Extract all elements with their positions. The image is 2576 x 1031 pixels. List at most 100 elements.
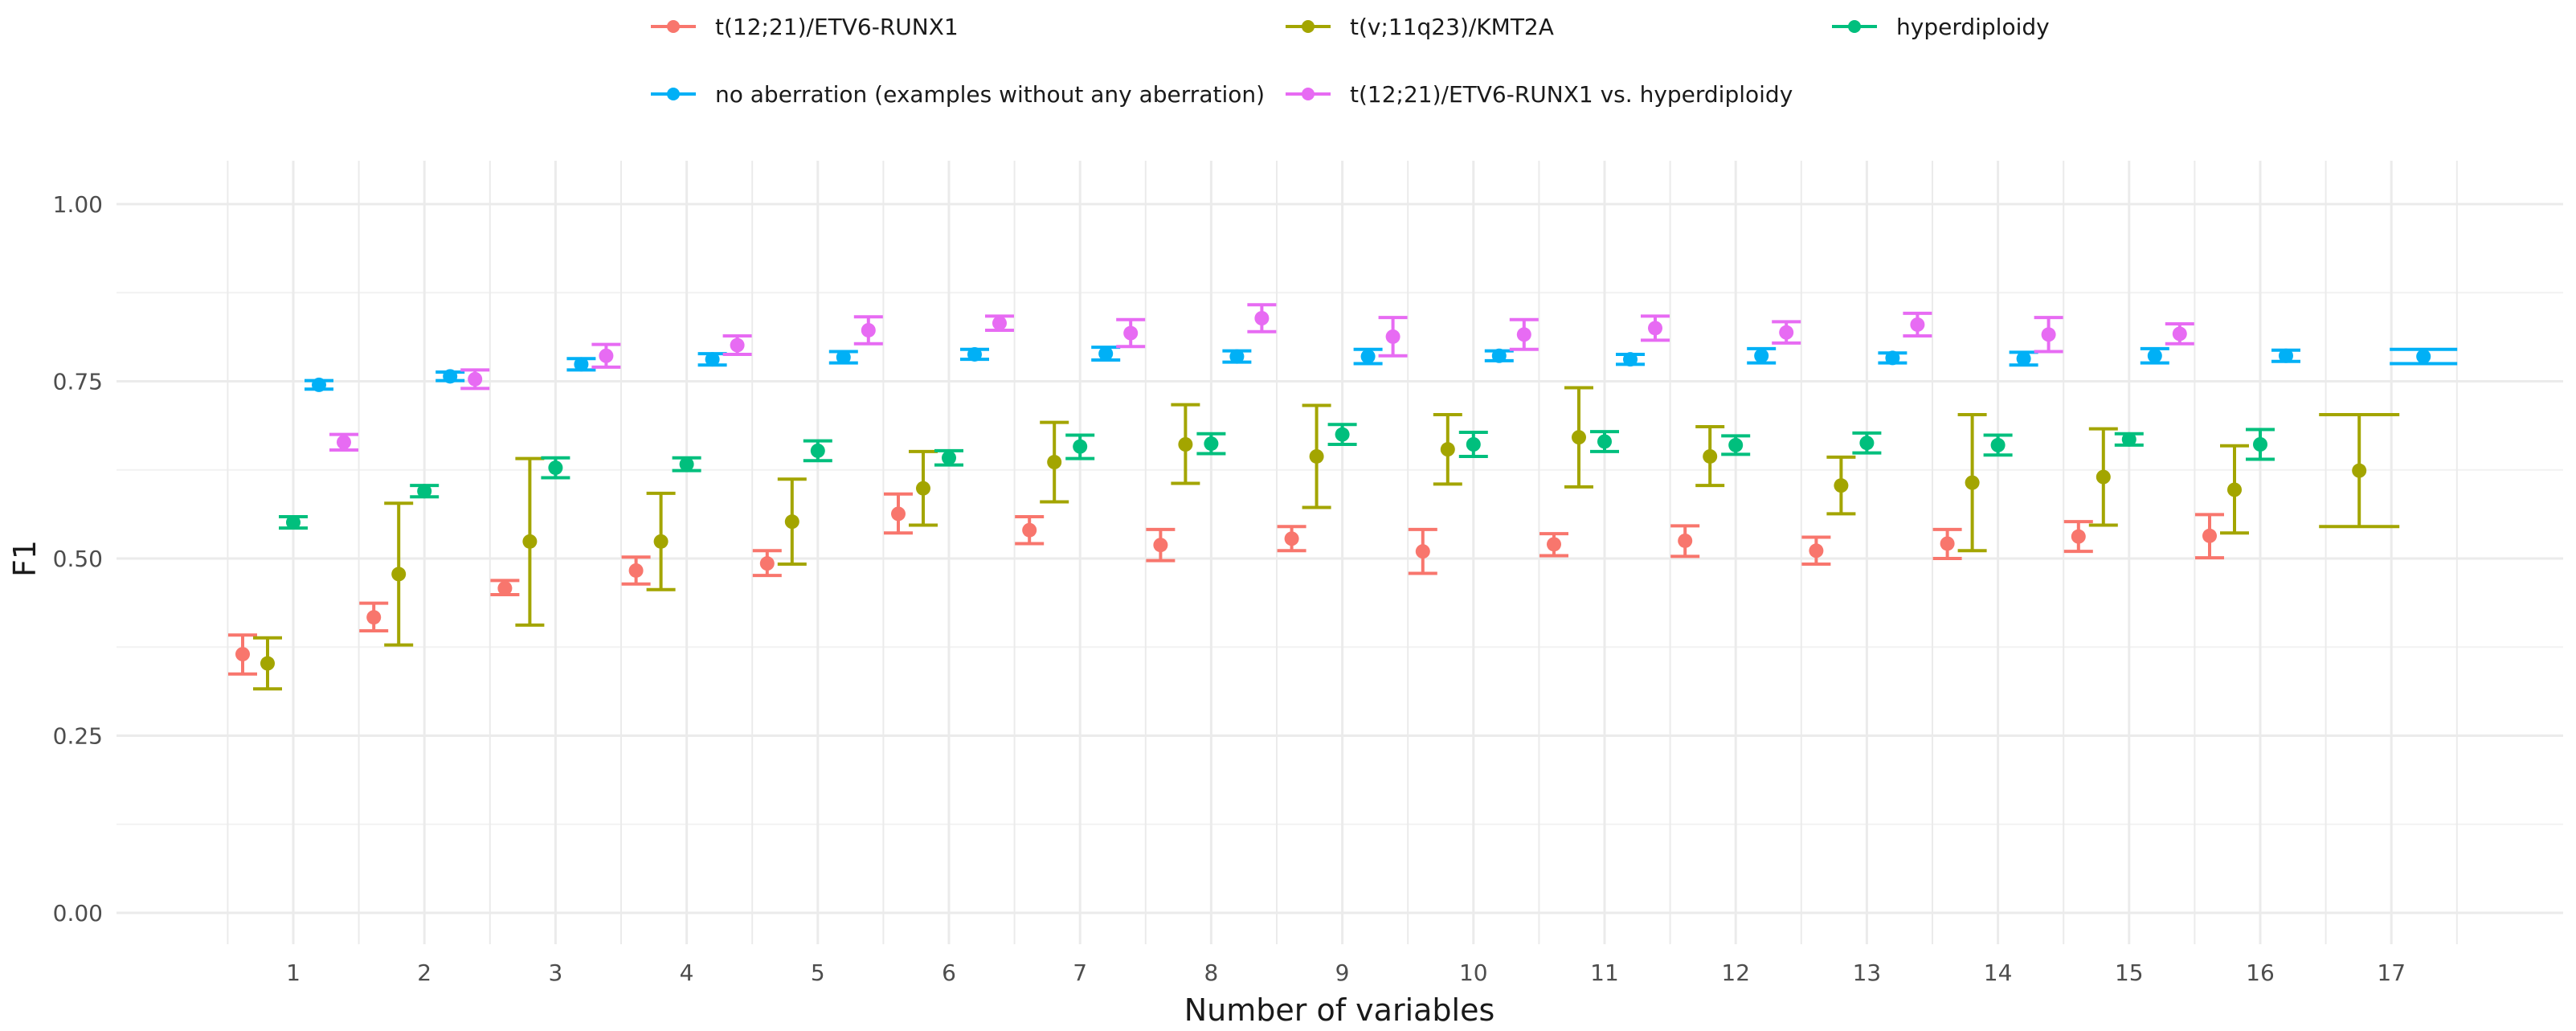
data-point: [2121, 432, 2136, 447]
x-tick-label: 4: [680, 959, 694, 986]
series-3: [305, 346, 2458, 392]
data-point: [1123, 325, 1139, 341]
data-point: [2071, 529, 2086, 544]
data-point: [235, 647, 250, 662]
data-point: [1834, 478, 1849, 493]
data-point: [2016, 351, 2031, 366]
x-tick-label: 14: [1984, 959, 2013, 986]
legend-label: t(12;21)/ETV6-RUNX1: [715, 13, 959, 40]
data-point: [366, 610, 382, 625]
legend-key-icon: [1286, 6, 1331, 47]
data-point: [1885, 350, 1900, 366]
data-point: [1990, 437, 2006, 452]
data-point: [443, 369, 458, 384]
legend-item-2[interactable]: hyperdiploidy: [1832, 6, 2050, 47]
data-point: [679, 456, 694, 472]
data-point: [1940, 536, 1955, 551]
data-point: [1229, 349, 1245, 364]
data-point: [599, 348, 614, 363]
series-4: [329, 303, 2194, 452]
data-point: [759, 556, 775, 571]
x-tick-label: 5: [811, 959, 825, 986]
legend-key-icon: [651, 6, 696, 47]
data-point: [1572, 430, 1586, 445]
data-point: [1022, 522, 1037, 538]
y-axis: 0.00 0.25 0.50 0.75 1.00: [53, 191, 103, 927]
data-point: [1516, 327, 1531, 342]
data-point: [1098, 346, 1114, 362]
legend-key-icon: [1286, 74, 1331, 114]
data-point: [1648, 321, 1662, 336]
data-point: [574, 357, 589, 372]
data-point: [391, 567, 407, 582]
x-tick-label: 6: [942, 959, 956, 986]
data-point: [1623, 352, 1638, 367]
data-point: [522, 534, 538, 549]
data-point: [628, 563, 644, 578]
legend-label: t(12;21)/ETV6-RUNX1 vs. hyperdiploidy: [1350, 80, 1793, 108]
legend-item-3[interactable]: no aberration (examples without any aber…: [651, 74, 1265, 114]
data-point: [1178, 436, 1193, 452]
y-tick-label: 0.00: [53, 900, 103, 927]
data-point: [1859, 436, 1875, 451]
data-marks: [228, 303, 2458, 691]
data-point: [1728, 437, 1744, 452]
data-point: [260, 656, 275, 671]
data-point: [2253, 436, 2267, 452]
data-point: [1153, 538, 1168, 553]
data-point: [1678, 533, 1693, 548]
legend: t(12;21)/ETV6-RUNX1 t(v;11q23)/KMT2A hyp…: [0, 0, 2576, 137]
data-point: [1703, 448, 1718, 464]
data-point: [2416, 349, 2431, 364]
x-tick-label: 8: [1204, 959, 1218, 986]
series-0: [228, 492, 2224, 676]
x-tick-label: 13: [1853, 959, 1882, 986]
data-point: [1415, 544, 1430, 559]
data-point: [861, 322, 876, 338]
data-point: [1204, 436, 1219, 452]
data-point: [2279, 348, 2293, 363]
data-point: [1440, 442, 1455, 457]
data-point: [653, 534, 669, 549]
legend-label: no aberration (examples without any aber…: [715, 80, 1266, 108]
data-point: [891, 506, 906, 522]
data-point: [916, 481, 930, 496]
legend-item-4[interactable]: t(12;21)/ETV6-RUNX1 vs. hyperdiploidy: [1286, 74, 1793, 114]
data-point: [1335, 427, 1350, 442]
data-point: [1385, 329, 1400, 344]
x-tick-label: 3: [548, 959, 562, 986]
data-point: [992, 316, 1007, 331]
y-axis-title: F1: [7, 540, 43, 577]
data-point: [417, 484, 432, 499]
data-point: [1309, 448, 1324, 464]
series-1: [253, 386, 2400, 691]
data-point: [1360, 349, 1376, 364]
x-axis-title: Number of variables: [1184, 992, 1495, 1028]
legend-item-0[interactable]: t(12;21)/ETV6-RUNX1: [651, 6, 959, 47]
x-axis: 1 2 3 4 5 6 7 8 9 10 11 12 13 14 15 16 17: [286, 959, 2406, 986]
x-tick-label: 9: [1335, 959, 1350, 986]
data-point: [1597, 434, 1612, 449]
data-point: [2147, 348, 2162, 363]
legend-item-1[interactable]: t(v;11q23)/KMT2A: [1286, 6, 1554, 47]
data-point: [705, 352, 720, 367]
y-tick-label: 1.00: [53, 191, 103, 218]
data-point: [942, 450, 956, 465]
x-tick-label: 11: [1590, 959, 1619, 986]
data-point: [2352, 463, 2367, 478]
data-point: [337, 435, 351, 450]
y-tick-label: 0.50: [53, 546, 103, 572]
grid: [117, 161, 2563, 944]
data-point: [2041, 327, 2056, 342]
x-tick-label: 16: [2246, 959, 2275, 986]
data-point: [1809, 543, 1824, 558]
x-tick-label: 17: [2377, 959, 2406, 986]
data-point: [286, 515, 301, 530]
data-point: [1754, 348, 1769, 363]
x-tick-label: 1: [286, 959, 301, 986]
x-tick-label: 12: [1721, 959, 1750, 986]
data-point: [784, 514, 799, 530]
data-point: [2227, 482, 2242, 497]
x-tick-label: 10: [1459, 959, 1488, 986]
data-point: [1491, 348, 1507, 363]
